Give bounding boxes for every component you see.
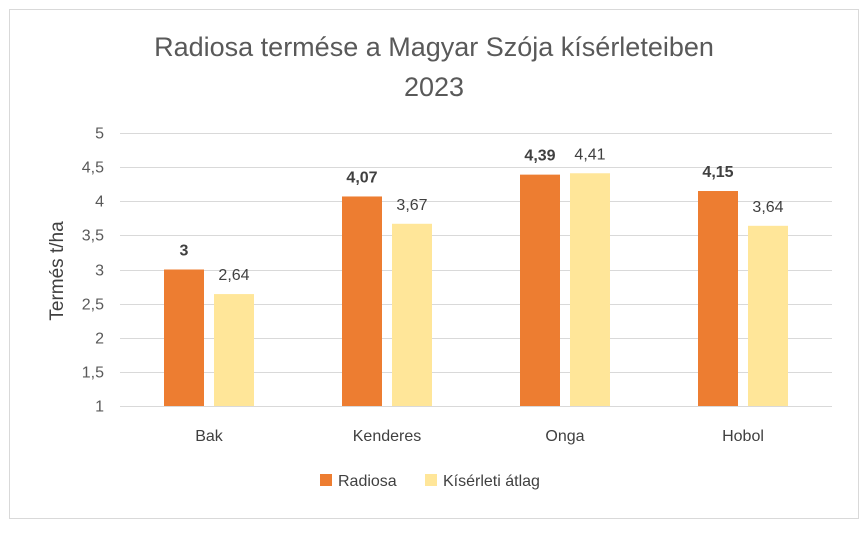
- bar-kiserleti-atlag: [748, 225, 788, 406]
- bars: [164, 173, 788, 406]
- data-label: 3: [180, 243, 189, 260]
- y-tick-label: 2,5: [82, 297, 104, 314]
- y-tick-label: 5: [95, 126, 104, 143]
- y-tick-label: 3,5: [82, 228, 104, 245]
- legend-swatch: [320, 474, 332, 486]
- legend: Radiosa Kísérleti átlag: [320, 473, 540, 490]
- data-label: 3,64: [752, 199, 783, 216]
- legend-swatch: [425, 474, 437, 486]
- data-label: 4,41: [574, 146, 605, 163]
- y-tick-label: 4: [95, 194, 104, 211]
- y-tick-label: 3: [95, 263, 104, 280]
- bar-kiserleti-atlag: [392, 223, 432, 406]
- y-axis-ticks: 1 1,5 2 2,5 3 3,5 4 4,5 5: [82, 126, 104, 416]
- y-tick-label: 1: [95, 399, 104, 416]
- y-tick-label: 4,5: [82, 160, 104, 177]
- category-label: Kenderes: [353, 428, 422, 445]
- category-label: Hobol: [722, 428, 764, 445]
- legend-label: Radiosa: [338, 473, 397, 490]
- data-label: 4,39: [524, 148, 555, 165]
- data-label: 4,07: [346, 169, 377, 186]
- bar-radiosa: [164, 269, 204, 406]
- data-label: 4,15: [702, 164, 733, 181]
- y-tick-label: 1,5: [82, 365, 104, 382]
- bar-kiserleti-atlag: [214, 294, 254, 406]
- bar-radiosa: [520, 174, 560, 406]
- data-label: 3,67: [396, 197, 427, 214]
- legend-label: Kísérleti átlag: [443, 473, 540, 490]
- data-label: 2,64: [218, 267, 249, 284]
- bar-radiosa: [342, 196, 382, 406]
- bar-kiserleti-atlag: [570, 173, 610, 406]
- y-axis-label: Termés t/ha: [47, 221, 68, 321]
- chart-title-line-2: 2023: [404, 72, 464, 102]
- y-tick-label: 2: [95, 331, 104, 348]
- chart-title-line-1: Radiosa termése a Magyar Szója kísérlete…: [154, 32, 714, 62]
- x-axis-categories: Bak Kenderes Onga Hobol: [195, 428, 764, 445]
- data-labels: 3 2,64 4,07 3,67 4,39 4,41 4,15 3,64: [180, 146, 784, 284]
- category-label: Onga: [545, 428, 584, 445]
- bar-radiosa: [698, 191, 738, 406]
- category-label: Bak: [195, 428, 224, 445]
